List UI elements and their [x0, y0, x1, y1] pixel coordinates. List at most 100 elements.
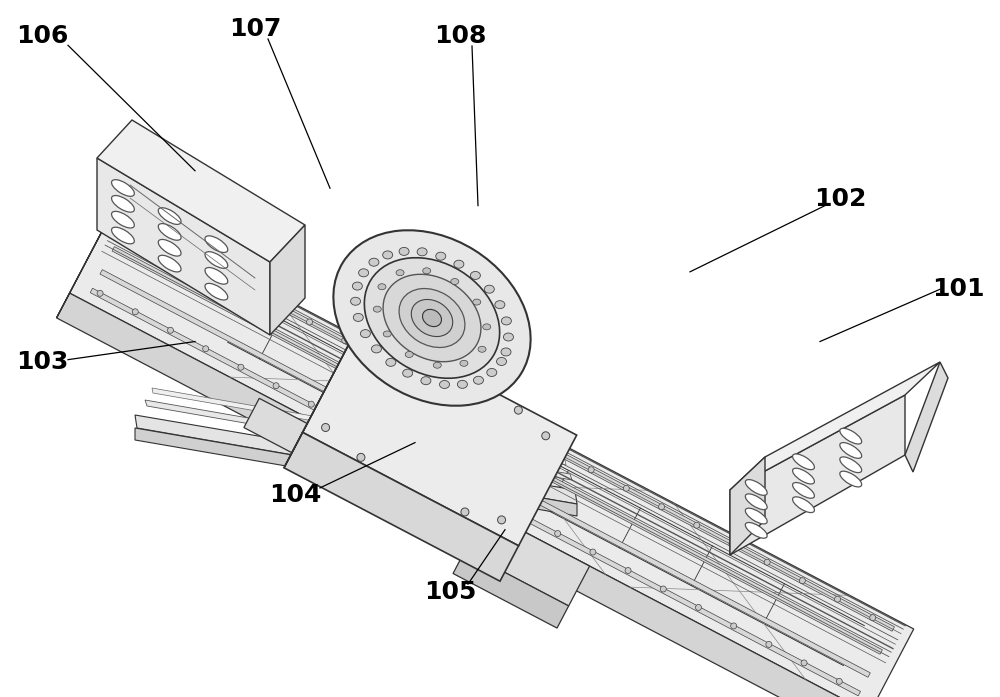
Ellipse shape	[460, 360, 468, 367]
Ellipse shape	[205, 252, 228, 268]
Ellipse shape	[793, 454, 814, 470]
Ellipse shape	[501, 317, 511, 325]
Text: 105: 105	[424, 581, 476, 604]
Ellipse shape	[745, 508, 767, 524]
Ellipse shape	[840, 443, 862, 459]
Ellipse shape	[371, 345, 381, 353]
Ellipse shape	[423, 268, 431, 274]
Polygon shape	[57, 209, 114, 318]
Ellipse shape	[421, 376, 431, 385]
Ellipse shape	[158, 255, 181, 272]
Ellipse shape	[112, 211, 134, 228]
Ellipse shape	[342, 337, 348, 344]
Ellipse shape	[745, 480, 767, 496]
Polygon shape	[152, 388, 566, 465]
Ellipse shape	[383, 275, 481, 362]
Ellipse shape	[478, 346, 486, 352]
Text: 102: 102	[814, 187, 866, 210]
Polygon shape	[284, 322, 361, 468]
Ellipse shape	[799, 578, 805, 583]
Ellipse shape	[273, 383, 279, 389]
Ellipse shape	[205, 284, 228, 300]
Ellipse shape	[793, 482, 814, 498]
Ellipse shape	[423, 309, 441, 327]
Ellipse shape	[660, 586, 666, 592]
Ellipse shape	[695, 604, 701, 611]
Ellipse shape	[403, 369, 413, 377]
Ellipse shape	[343, 420, 349, 426]
Ellipse shape	[497, 358, 507, 365]
Ellipse shape	[470, 271, 480, 279]
Ellipse shape	[158, 240, 181, 256]
Ellipse shape	[836, 678, 842, 684]
Polygon shape	[135, 415, 577, 504]
Ellipse shape	[201, 263, 207, 270]
Polygon shape	[70, 209, 914, 697]
Ellipse shape	[353, 314, 363, 321]
Text: 103: 103	[16, 351, 68, 374]
Ellipse shape	[801, 660, 807, 666]
Ellipse shape	[132, 309, 138, 315]
Ellipse shape	[131, 227, 137, 233]
Ellipse shape	[411, 300, 453, 337]
Ellipse shape	[360, 330, 370, 337]
Polygon shape	[905, 362, 948, 472]
Ellipse shape	[386, 358, 396, 367]
Ellipse shape	[495, 300, 505, 309]
Ellipse shape	[158, 208, 181, 224]
Ellipse shape	[449, 475, 455, 481]
Ellipse shape	[473, 376, 483, 384]
Ellipse shape	[417, 248, 427, 256]
Polygon shape	[465, 512, 590, 606]
Ellipse shape	[745, 494, 767, 510]
Polygon shape	[112, 247, 882, 654]
Ellipse shape	[236, 282, 242, 288]
Ellipse shape	[840, 457, 862, 473]
Ellipse shape	[588, 467, 594, 473]
Text: 107: 107	[229, 17, 281, 41]
Ellipse shape	[405, 351, 413, 358]
Ellipse shape	[112, 196, 134, 212]
Ellipse shape	[461, 508, 469, 516]
Ellipse shape	[731, 623, 737, 629]
Ellipse shape	[205, 268, 228, 284]
Ellipse shape	[553, 448, 559, 454]
Ellipse shape	[308, 401, 314, 407]
Ellipse shape	[377, 356, 383, 362]
Polygon shape	[284, 432, 519, 581]
Polygon shape	[730, 457, 765, 555]
Ellipse shape	[625, 567, 631, 574]
Ellipse shape	[519, 512, 525, 518]
Ellipse shape	[364, 258, 500, 378]
Ellipse shape	[454, 260, 464, 268]
Ellipse shape	[414, 457, 420, 463]
Ellipse shape	[436, 252, 446, 260]
Polygon shape	[135, 428, 577, 516]
Ellipse shape	[366, 339, 374, 347]
Ellipse shape	[412, 374, 418, 381]
Ellipse shape	[555, 530, 561, 537]
Ellipse shape	[271, 300, 277, 307]
Ellipse shape	[410, 351, 418, 360]
Ellipse shape	[322, 424, 330, 431]
Text: 101: 101	[932, 277, 984, 301]
Polygon shape	[270, 225, 305, 335]
Ellipse shape	[97, 291, 103, 296]
Ellipse shape	[167, 328, 173, 333]
Ellipse shape	[333, 230, 531, 406]
Ellipse shape	[351, 297, 361, 305]
Ellipse shape	[483, 324, 491, 330]
Ellipse shape	[451, 279, 459, 284]
Ellipse shape	[399, 247, 409, 255]
Ellipse shape	[729, 541, 735, 546]
Polygon shape	[453, 551, 569, 628]
Ellipse shape	[503, 333, 513, 341]
Polygon shape	[97, 120, 305, 262]
Text: 108: 108	[434, 24, 486, 48]
Ellipse shape	[378, 284, 386, 290]
Polygon shape	[730, 362, 940, 490]
Ellipse shape	[205, 236, 228, 252]
Ellipse shape	[835, 596, 841, 602]
Ellipse shape	[238, 365, 244, 370]
Ellipse shape	[396, 270, 404, 276]
